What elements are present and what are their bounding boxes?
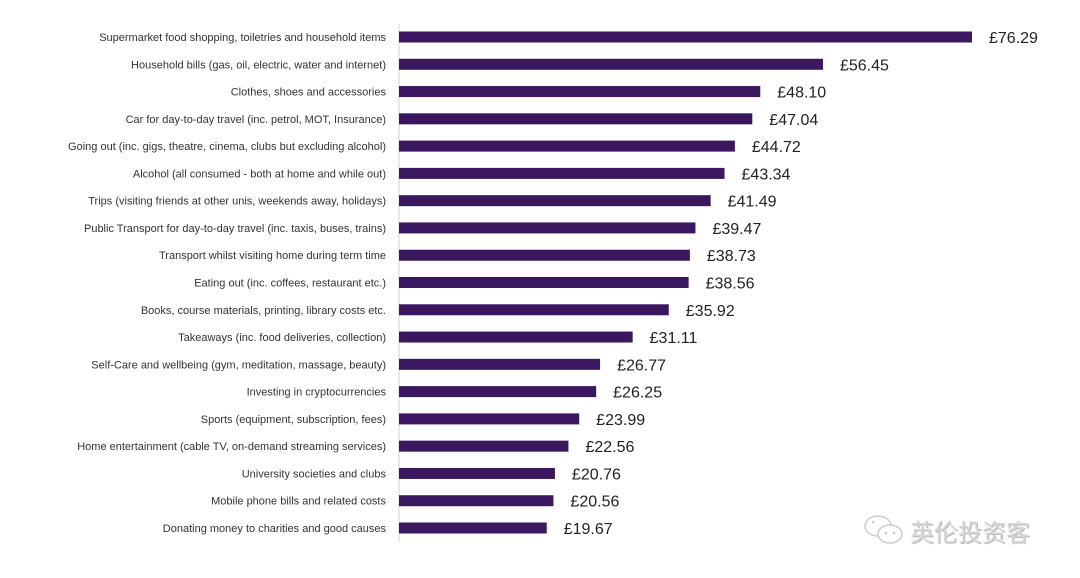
data-label: £76.29 xyxy=(989,30,1038,47)
bar xyxy=(399,358,601,370)
data-label: £56.45 xyxy=(840,57,889,74)
data-label: £26.77 xyxy=(617,357,666,374)
bar xyxy=(399,58,823,70)
bar xyxy=(399,222,696,234)
category-label: Transport whilst visiting home during te… xyxy=(159,250,386,262)
data-label: £43.34 xyxy=(742,166,791,183)
category-label: Eating out (inc. coffees, restaurant etc… xyxy=(194,278,386,290)
data-label: £39.47 xyxy=(712,221,761,238)
data-label: £44.72 xyxy=(752,139,801,156)
bar xyxy=(399,440,569,452)
category-label: Mobile phone bills and related costs xyxy=(211,496,386,508)
category-label: Donating money to charities and good cau… xyxy=(163,523,387,535)
bar xyxy=(399,113,753,125)
bar xyxy=(399,140,735,152)
category-label: University societies and clubs xyxy=(242,468,387,480)
bar xyxy=(399,167,725,179)
category-label: Sports (equipment, subscription, fees) xyxy=(201,414,386,426)
data-label: £20.76 xyxy=(572,466,621,483)
bar xyxy=(399,331,633,343)
category-label: Trips (visiting friends at other unis, w… xyxy=(88,196,386,208)
data-label: £19.67 xyxy=(564,521,613,538)
bar xyxy=(399,86,761,98)
bar xyxy=(399,304,669,316)
data-label: £26.25 xyxy=(613,385,662,402)
data-label: £23.99 xyxy=(596,412,645,429)
category-label: Public Transport for day-to-day travel (… xyxy=(84,223,386,235)
bar xyxy=(399,195,711,207)
category-label: Car for day-to-day travel (inc. petrol, … xyxy=(126,114,386,126)
category-label: Books, course materials, printing, libra… xyxy=(141,305,386,317)
category-label: Takeaways (inc. food deliveries, collect… xyxy=(178,332,386,344)
bar xyxy=(399,386,597,398)
data-label: £38.56 xyxy=(706,276,755,293)
category-label: Alcohol (all consumed - both at home and… xyxy=(133,168,386,180)
category-label: Supermarket food shopping, toiletries an… xyxy=(99,32,386,44)
data-label: £38.73 xyxy=(707,248,756,265)
category-label: Self-Care and wellbeing (gym, meditation… xyxy=(91,359,386,371)
watermark-text: 英伦投资客 xyxy=(910,518,1030,547)
data-label: £22.56 xyxy=(585,439,634,456)
watermark: 英伦投资客 xyxy=(862,512,1030,548)
bar xyxy=(399,522,547,534)
bar xyxy=(399,277,689,288)
bar xyxy=(399,413,580,425)
bar xyxy=(399,31,972,43)
data-label: £20.56 xyxy=(570,494,619,511)
bar xyxy=(399,495,554,507)
data-label: £47.04 xyxy=(769,112,818,129)
wechat-icon xyxy=(864,515,903,544)
category-label: Clothes, shoes and accessories xyxy=(231,87,387,99)
data-label: £41.49 xyxy=(728,194,777,211)
data-label: £35.92 xyxy=(686,303,735,320)
category-label: Going out (inc. gigs, theatre, cinema, c… xyxy=(68,141,386,153)
category-label: Home entertainment (cable TV, on-demand … xyxy=(77,441,386,453)
category-label: Investing in cryptocurrencies xyxy=(247,387,387,399)
bar xyxy=(399,467,555,479)
data-label: £48.10 xyxy=(777,85,826,102)
category-label: Household bills (gas, oil, electric, wat… xyxy=(131,59,386,71)
data-label: £31.11 xyxy=(650,330,698,347)
bar xyxy=(399,249,690,261)
